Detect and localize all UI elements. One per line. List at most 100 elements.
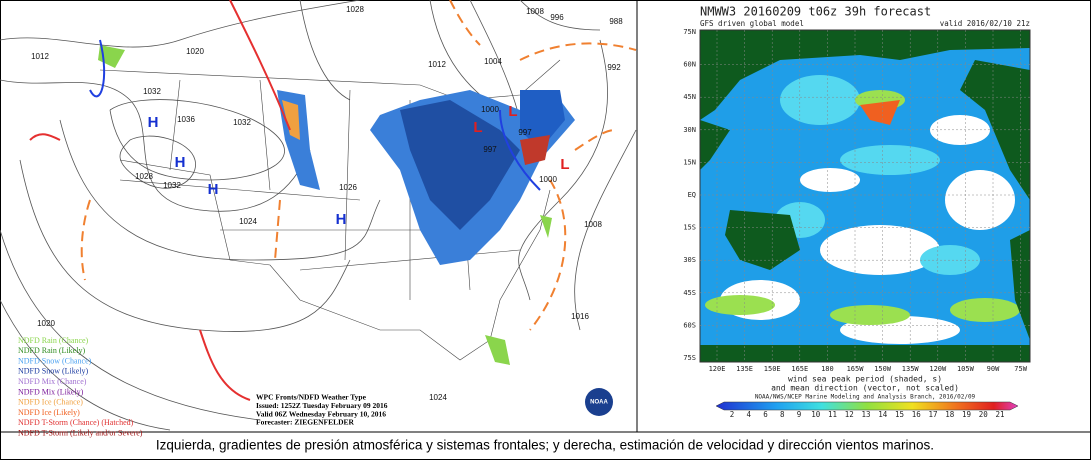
isobars bbox=[0, 0, 637, 431]
low-marker: L bbox=[560, 156, 569, 173]
colorbar-label: 6 bbox=[763, 410, 768, 419]
pressure-label: 997 bbox=[483, 145, 497, 154]
pressure-label: 1032 bbox=[163, 181, 181, 190]
info-line: Forecaster: ZIEGENFELDER bbox=[256, 418, 355, 427]
lat-label: 45S bbox=[683, 289, 696, 297]
legend-entry: NDFD Snow (Chance) bbox=[18, 356, 92, 365]
lat-label: 75S bbox=[683, 354, 696, 362]
colorbar-label: 19 bbox=[962, 410, 971, 419]
description: wind sea peak period (shaded, s) bbox=[788, 375, 942, 384]
pressure-label: 1008 bbox=[584, 220, 602, 229]
colorbar-label: 10 bbox=[811, 410, 821, 419]
graticule bbox=[700, 30, 1030, 362]
colorbar-label: 18 bbox=[945, 410, 955, 419]
pressure-label: 1012 bbox=[31, 52, 49, 61]
lat-label: 60S bbox=[683, 321, 696, 329]
map-frame bbox=[699, 29, 1031, 363]
colorbar-label: 9 bbox=[797, 410, 802, 419]
legend-entry: NDFD Rain (Chance) bbox=[18, 336, 89, 345]
pressure-label: 1012 bbox=[428, 60, 446, 69]
model-label: GFS driven global model bbox=[700, 19, 804, 28]
low-marker: L bbox=[508, 103, 517, 120]
info-line: Issued: 1252Z Tuesday February 09 2016 bbox=[256, 401, 388, 410]
lon-label: 165E bbox=[791, 365, 808, 373]
lon-label: 150W bbox=[874, 365, 892, 373]
borders bbox=[99, 59, 561, 361]
lon-label: 135E bbox=[736, 365, 753, 373]
snow-likely bbox=[400, 100, 520, 230]
lon-label: 120E bbox=[709, 365, 726, 373]
lon-label: 180 bbox=[821, 365, 834, 373]
lat-label: EQ bbox=[688, 191, 696, 199]
pressure-label: 1004 bbox=[484, 57, 502, 66]
high-marker: H bbox=[148, 114, 159, 131]
info-line: WPC Fronts/NDFD Weather Type bbox=[256, 393, 367, 402]
legend-entry: NDFD Rain (Likely) bbox=[18, 346, 85, 355]
pressure-label: 1000 bbox=[539, 175, 557, 184]
legend-entry: NDFD T-Storm (Chance) (Hatched) bbox=[18, 418, 134, 427]
pressure-label: 1008 bbox=[526, 7, 544, 16]
forecast-title: NMWW3 20160209 t06z 39h forecast bbox=[700, 5, 931, 19]
pressure-label: 988 bbox=[609, 17, 623, 26]
rain-chance bbox=[540, 215, 552, 238]
legend-entry: NDFD Ice (Likely) bbox=[18, 408, 80, 417]
high-marker: H bbox=[175, 154, 186, 171]
land bbox=[700, 30, 1030, 362]
lat-label: 15N bbox=[683, 158, 696, 166]
legend-entry: NDFD T-Storm (Likely and/or Severe) bbox=[18, 429, 143, 438]
right-map bbox=[699, 29, 1031, 363]
lon-label: 150E bbox=[764, 365, 781, 373]
pressure-label: 1000 bbox=[481, 105, 499, 114]
pressure-label: 1026 bbox=[339, 183, 357, 192]
colorbar-label: 15 bbox=[895, 410, 904, 419]
pressure-label: 1028 bbox=[135, 172, 153, 181]
pressure-label: 1020 bbox=[186, 47, 204, 56]
lon-label: 75W bbox=[1014, 365, 1027, 373]
snow-likely bbox=[520, 90, 565, 150]
description: and mean direction (vector, not scaled) bbox=[771, 384, 959, 393]
colorbar-label: 2 bbox=[730, 410, 735, 419]
pressure-label: 1032 bbox=[143, 87, 161, 96]
lat-label: 75N bbox=[683, 28, 696, 36]
lat-label: 30N bbox=[683, 126, 696, 134]
legend-entry: NDFD Snow (Likely) bbox=[18, 367, 89, 376]
pressure-label: 1020 bbox=[37, 319, 55, 328]
colorbar-label: 13 bbox=[861, 410, 870, 419]
pressure-label: 1024 bbox=[239, 217, 257, 226]
pressure-label: 992 bbox=[607, 63, 621, 72]
pressure-label: 1016 bbox=[571, 312, 589, 321]
lat-label: 15S bbox=[683, 224, 696, 232]
pressure-label: 996 bbox=[550, 13, 564, 22]
pressure-label: 1024 bbox=[429, 393, 447, 402]
lon-label: 135W bbox=[902, 365, 920, 373]
colorbar-label: 12 bbox=[845, 410, 854, 419]
fronts bbox=[29, 0, 541, 401]
colorbar-label: 20 bbox=[979, 410, 989, 419]
high-period bbox=[860, 100, 900, 125]
lon-label: 165W bbox=[847, 365, 865, 373]
lat-label: 45N bbox=[683, 93, 696, 101]
legend-entry: NDFD Ice (Chance) bbox=[18, 398, 83, 407]
high-marker: H bbox=[208, 181, 219, 198]
troughs bbox=[80, 0, 637, 331]
colorbar-label: 14 bbox=[878, 410, 888, 419]
legend-entry: NDFD Mix (Likely) bbox=[18, 387, 84, 396]
pressure-label: 997 bbox=[518, 128, 532, 137]
logo-badge bbox=[585, 388, 613, 416]
pressure-label: 1032 bbox=[233, 118, 251, 127]
credit: NOAA/NWS/NCEP Marine Modeling and Analys… bbox=[755, 394, 976, 401]
colorbar-label: 8 bbox=[780, 410, 785, 419]
valid-label: valid 2016/02/10 21z bbox=[940, 19, 1030, 28]
lon-label: 90W bbox=[987, 365, 1000, 373]
caption: Izquierda, gradientes de presión atmosfé… bbox=[156, 438, 934, 453]
lat-label: 30S bbox=[683, 256, 696, 264]
pressure-label: 1028 bbox=[346, 5, 364, 14]
colorbar-label: 21 bbox=[995, 410, 1004, 419]
lat-label: 60N bbox=[683, 61, 696, 69]
rain-chance bbox=[485, 335, 510, 365]
colorbar-label: 16 bbox=[912, 410, 922, 419]
high-marker: H bbox=[336, 211, 347, 228]
ice-chance bbox=[282, 100, 300, 140]
lon-label: 105W bbox=[957, 365, 975, 373]
